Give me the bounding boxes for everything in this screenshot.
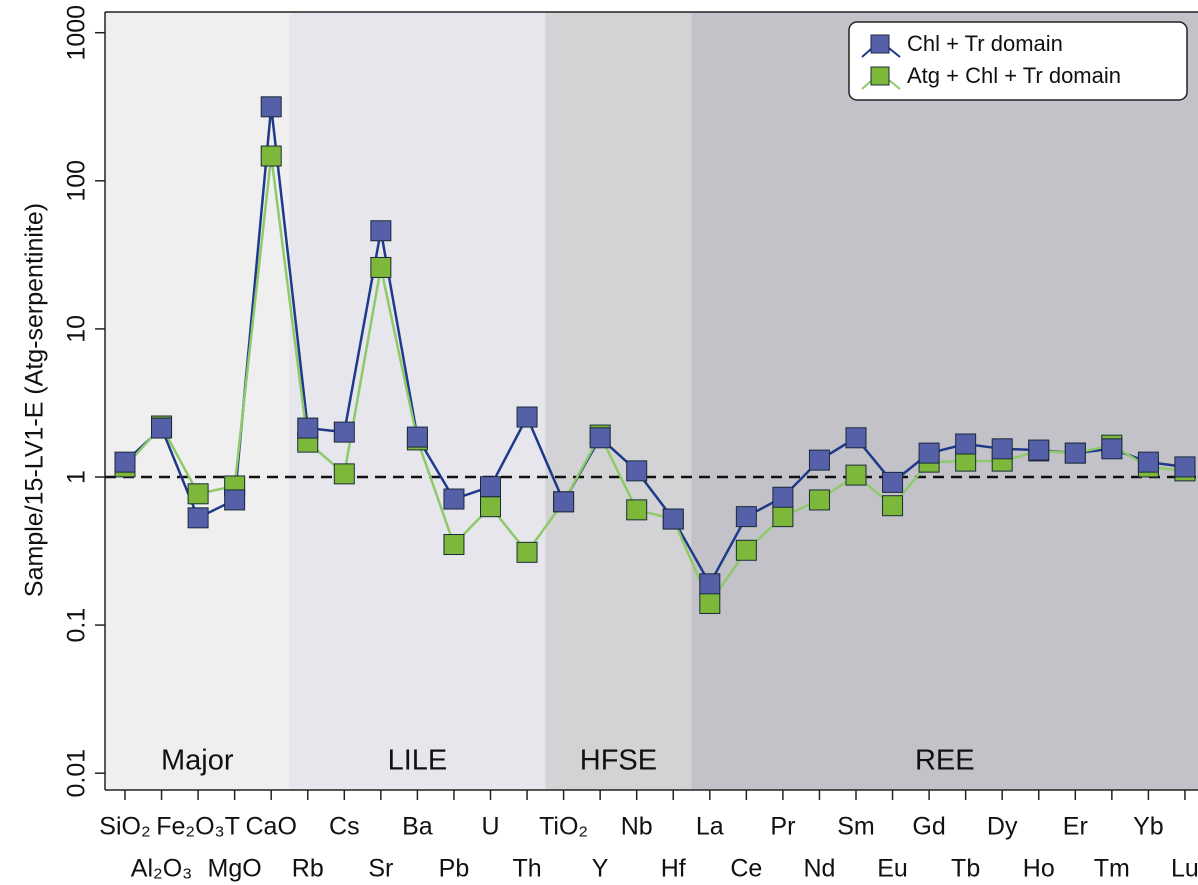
region [691,12,1198,790]
marker [845,427,867,449]
region-label: HFSE [580,745,657,777]
y-tick-label: 0.1 [63,608,91,643]
x-tick-label: Lu [1171,855,1198,883]
plot: 0.01 0.1 1 10 100 1000 SiO₂ Al₂O₃ Fe₂O₃T MgO CaO Rb… [63,5,1198,883]
region-label: LILE [388,745,448,777]
marker [882,471,904,493]
x-tick-label: Hf [661,855,686,883]
marker [772,486,794,508]
x-tick-label: Th [512,855,541,883]
marker [918,442,940,464]
region [105,12,290,790]
marker [553,491,575,513]
marker [114,451,136,473]
x-tick-label: Gd [912,813,945,841]
x-tick-label: SiO₂ [99,813,150,841]
marker [772,506,794,528]
x-tick-label: Yb [1133,813,1164,841]
marker [699,573,721,595]
region [289,12,546,790]
marker [808,489,830,511]
region-label: REE [915,745,975,777]
y-tick-label: 0.01 [63,749,91,798]
marker [516,541,538,563]
marker [662,508,684,530]
x-tick-label: Cs [329,813,360,841]
marker [187,483,209,505]
x-tick-label: TiO₂ [539,813,588,841]
marker [333,421,355,443]
marker [735,506,757,528]
marker [297,417,319,439]
x-tick-label: Rb [292,855,324,883]
x-tick-label: Al₂O₃ [131,855,193,883]
x-tick-label: Ba [402,813,433,841]
marker [370,220,392,242]
marker [516,406,538,428]
x-tick-label: U [481,813,499,841]
marker [1137,451,1159,473]
marker [480,496,501,518]
marker [882,495,904,517]
x-tick-label: Dy [987,813,1018,841]
marker [991,438,1013,460]
marker [589,427,611,449]
x-tick-label: Sr [368,855,393,883]
x-tick-label: Ho [1023,855,1055,883]
region-label: Major [161,745,234,777]
x-tick-label: Er [1063,813,1088,841]
x-tick-label: Nd [803,855,835,883]
marker [1174,456,1196,478]
x-tick-label: CaO [245,813,296,841]
marker [699,592,721,614]
marker [224,489,246,511]
y-tick-label: 1000 [63,5,91,61]
x-tick-label: Tm [1094,855,1130,883]
legend-marker [870,66,890,86]
x-tick-label: Pr [770,813,795,841]
x-tick-label: Sm [837,813,875,841]
y-axis-label: Sample/15-LV1-E (Atg-serpentinite) [21,203,49,597]
marker [151,417,173,439]
y-tick-label: 100 [63,160,91,202]
marker [1028,439,1050,461]
marker [443,534,465,556]
regions: Major LILE HFSE REE [105,12,1198,790]
y-tick-label: 1 [63,470,91,484]
legend-label: Atg + Chl + Tr domain [907,63,1121,88]
marker [443,488,465,510]
marker [808,449,830,471]
marker [187,507,209,529]
marker [260,96,282,118]
x-tick-label: Eu [877,855,908,883]
x-tick-label: Fe₂O₃T [156,813,240,841]
x-tick-label: Tb [951,855,980,883]
marker [480,476,501,498]
region [545,12,692,790]
marker [260,145,282,167]
x-tick-label: Y [592,855,609,883]
marker [406,426,428,448]
legend: Chl + Tr domain Atg + Chl + Tr domain [848,21,1188,101]
x-tick-label: Nb [621,813,653,841]
marker [1101,438,1123,460]
x-tick-label: Pb [439,855,470,883]
x-tick-label: MgO [208,855,262,883]
marker [370,256,392,278]
marker [626,499,648,521]
legend-label: Chl + Tr domain [907,31,1063,56]
marker [626,460,648,482]
legend-marker [870,34,890,54]
x-tick-label: Ce [730,855,762,883]
x-tick-label: La [696,813,724,841]
legend-box [848,21,1188,101]
marker [735,539,757,561]
marker [1064,442,1086,464]
marker [333,463,355,485]
y-tick-label: 10 [63,315,91,343]
marker [955,433,977,455]
marker [845,464,867,486]
